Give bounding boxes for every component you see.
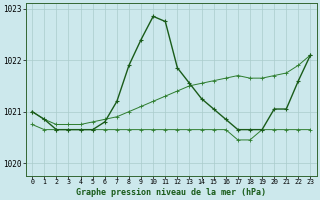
- X-axis label: Graphe pression niveau de la mer (hPa): Graphe pression niveau de la mer (hPa): [76, 188, 266, 197]
